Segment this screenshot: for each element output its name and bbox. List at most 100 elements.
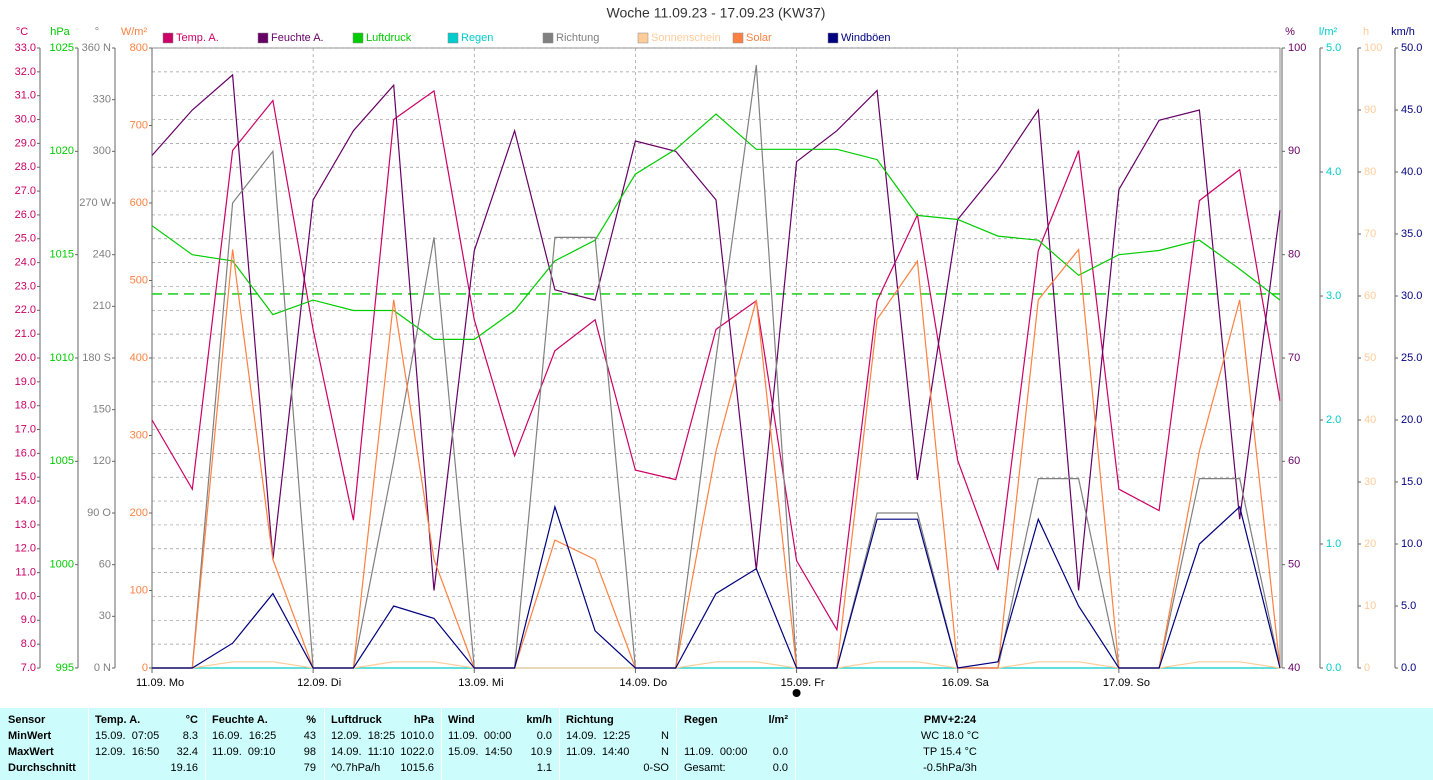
y-tick-label: 0.0 <box>1326 662 1341 674</box>
series-line <box>151 73 1281 591</box>
table-cell: Gesamt: <box>684 762 726 774</box>
chart: Woche 11.09.23 - 17.09.23 (KW37) °C 7.0 8.… <box>15 5 1422 697</box>
y-tick-label: 50.0 <box>1401 42 1422 54</box>
y-tick-label: 500 <box>130 274 148 286</box>
axis-unit: h <box>1363 26 1369 38</box>
y-tick-label: 18.0 <box>15 400 36 412</box>
legend-swatch <box>542 32 554 44</box>
column-separator <box>441 708 442 780</box>
table-cell: 1.1 <box>536 762 552 774</box>
series-line <box>152 247 1281 669</box>
y-tick-label: 32.0 <box>15 66 36 78</box>
y-tick-label: 45.0 <box>1401 104 1422 116</box>
series-line <box>151 113 1281 340</box>
y-tick-label: 0 <box>142 662 148 674</box>
table-cell: 11.09. 00:00 <box>684 746 748 758</box>
table-cell: % <box>306 714 316 726</box>
y-tick-label: 300 <box>130 429 148 441</box>
y-tick-label: 2.0 <box>1326 414 1341 426</box>
axis-unit: hPa <box>50 26 70 38</box>
y-tick-label: 19.0 <box>15 376 36 388</box>
x-tick-label: 15.09. Fr <box>781 677 825 689</box>
y-tick-label: 995 <box>56 662 74 674</box>
column-separator <box>324 708 325 780</box>
y-tick-label: 240 <box>93 249 111 261</box>
y-tick-label: 330 <box>93 94 111 106</box>
series-line <box>151 89 1281 632</box>
y-tick-label: 20 <box>1364 538 1376 550</box>
y-tick-label: 210 <box>93 300 111 312</box>
table-cell: 1022.0 <box>400 746 434 758</box>
y-tick-label: 100 <box>130 584 148 596</box>
y-tick-label: 30 <box>1364 476 1376 488</box>
y-tick-label: 60 <box>1288 455 1300 467</box>
table-cell: l/m² <box>768 714 788 726</box>
y-tick-label: 0.0 <box>1401 662 1416 674</box>
y-tick-label: 35.0 <box>1401 228 1422 240</box>
y-tick-label: 80 <box>1288 249 1300 261</box>
y-tick-label: 22.0 <box>15 304 36 316</box>
axis-unit: ° <box>95 26 99 38</box>
y-tick-label: 13.0 <box>15 519 36 531</box>
y-tick-label: 60 <box>99 559 111 571</box>
table-cell: 10.9 <box>530 746 552 758</box>
table-cell: 8.3 <box>182 730 198 742</box>
y-tick-label: 0 <box>1364 662 1370 674</box>
y-tick-label: 1010 <box>50 352 74 364</box>
y-tick-label: 1025 <box>50 42 74 54</box>
x-tick-label: 17.09. So <box>1103 677 1150 689</box>
y-tick-label: 80 <box>1364 166 1376 178</box>
y-tick-label: 120 <box>93 455 111 467</box>
y-tick-label: 20.0 <box>1401 414 1422 426</box>
y-tick-label: 10.0 <box>15 590 36 602</box>
y-tick-label: 800 <box>130 42 148 54</box>
y-tick-label: 1005 <box>50 455 74 467</box>
table-cell: 15.09. 14:50 <box>448 746 513 758</box>
legend-label: Windböen <box>841 32 891 44</box>
x-tick-label: 16.09. Sa <box>942 677 990 689</box>
y-tick-label: 0 N <box>94 662 111 674</box>
y-tick-label: 10.0 <box>1401 538 1422 550</box>
y-tick-label: 14.0 <box>15 495 36 507</box>
y-tick-label: 150 <box>93 404 111 416</box>
table-cell: PMV+2:24 <box>923 714 977 726</box>
legend-label: Richtung <box>556 32 599 44</box>
y-tick-label: 50 <box>1364 352 1376 364</box>
table-cell: 0.0 <box>536 730 552 742</box>
y-tick-label: 17.0 <box>15 423 36 435</box>
table-cell: 11.09. 14:40 <box>566 746 630 758</box>
table-cell: km/h <box>526 714 552 726</box>
axis-unit: l/m² <box>1319 26 1338 38</box>
x-tick-label: 12.09. Di <box>297 677 341 689</box>
legend-swatch <box>162 32 174 44</box>
table-cell: N <box>661 730 669 742</box>
table-cell: 1015.6 <box>400 762 434 774</box>
table-cell: 0.0 <box>772 762 788 774</box>
y-tick-label: 60 <box>1364 290 1376 302</box>
y-tick-label: 15.0 <box>1401 476 1422 488</box>
table-cell: Luftdruck <box>331 714 382 726</box>
table-cell: Wind <box>448 714 475 726</box>
y-tick-label: 30 <box>99 610 111 622</box>
legend-swatch <box>352 32 364 44</box>
table-cell: 32.4 <box>176 746 198 758</box>
y-tick-label: 1015 <box>50 249 74 261</box>
y-tick-label: 200 <box>130 507 148 519</box>
legend-swatch <box>257 32 269 44</box>
table-cell: Richtung <box>566 714 614 726</box>
y-tick-label: 700 <box>130 119 148 131</box>
y-tick-label: 29.0 <box>15 137 36 149</box>
table-cell: 98 <box>303 746 316 758</box>
axis-unit: W/m² <box>121 26 148 38</box>
y-tick-label: 70 <box>1364 228 1376 240</box>
table-cell: TP 15.4 °C <box>923 746 977 758</box>
y-tick-label: 7.0 <box>21 662 36 674</box>
x-tick-label: 14.09. Do <box>619 677 667 689</box>
table-cell: 0-SO <box>643 762 669 774</box>
table-cell: MinWert <box>8 730 52 742</box>
y-tick-label: 400 <box>130 352 148 364</box>
y-tick-label: 11.0 <box>15 567 36 579</box>
legend-label: Sonnenschein <box>651 32 721 44</box>
legend-swatch <box>637 32 649 44</box>
